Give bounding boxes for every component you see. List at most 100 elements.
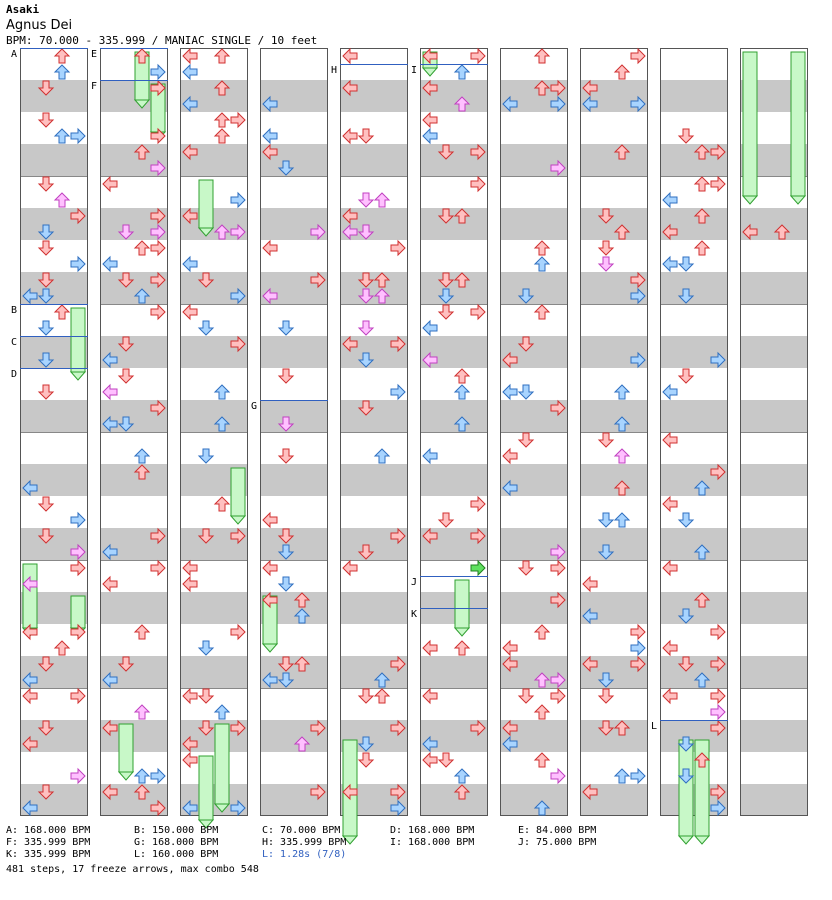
step-arrow <box>53 48 71 64</box>
chart-column <box>420 48 488 816</box>
step-arrow <box>133 784 151 800</box>
step-arrow <box>597 720 615 736</box>
step-arrow <box>230 223 246 241</box>
step-arrow <box>613 224 631 240</box>
step-arrow <box>693 672 711 688</box>
chart-column <box>580 48 648 816</box>
step-arrow <box>277 448 295 464</box>
step-arrow <box>70 543 86 561</box>
step-arrow <box>693 752 711 768</box>
step-arrow <box>70 623 86 641</box>
step-arrow <box>357 544 375 560</box>
step-arrow <box>533 240 551 256</box>
step-arrow <box>710 463 726 481</box>
step-arrow <box>37 496 55 512</box>
step-arrow <box>422 127 438 145</box>
step-arrow <box>53 192 71 208</box>
step-arrow <box>533 256 551 272</box>
step-arrow <box>437 272 455 288</box>
freeze-arrow <box>22 563 38 629</box>
step-arrow <box>342 207 358 225</box>
step-arrow <box>133 464 151 480</box>
step-arrow <box>357 400 375 416</box>
step-arrow <box>22 479 38 497</box>
step-arrow <box>133 240 151 256</box>
step-arrow <box>22 687 38 705</box>
step-arrow <box>133 704 151 720</box>
step-arrow <box>182 63 198 81</box>
freeze-arrow <box>214 723 230 805</box>
step-arrow <box>37 384 55 400</box>
step-arrow <box>37 224 55 240</box>
bpm-legend-item: A: 168.000 BPM <box>6 825 91 836</box>
step-arrow <box>70 255 86 273</box>
step-arrow <box>390 799 406 817</box>
step-arrow <box>277 528 295 544</box>
step-arrow <box>662 639 678 657</box>
chart-column <box>500 48 568 816</box>
step-arrow <box>37 528 55 544</box>
step-arrow <box>662 255 678 273</box>
step-arrow <box>453 416 471 432</box>
step-arrow <box>662 223 678 241</box>
step-arrow <box>422 751 438 769</box>
step-arrow <box>630 287 646 305</box>
freeze-arrow-tail <box>229 515 247 525</box>
step-arrow <box>102 175 118 193</box>
bpm-marker-label: E <box>91 49 97 60</box>
step-arrow <box>342 335 358 353</box>
step-arrow <box>517 384 535 400</box>
bpm-legend-item: J: 75.000 BPM <box>518 837 597 848</box>
chart-column <box>260 48 328 816</box>
step-arrow <box>262 559 278 577</box>
step-arrow <box>710 687 726 705</box>
step-arrow <box>37 272 55 288</box>
step-arrow <box>502 735 518 753</box>
step-arrow <box>582 655 598 673</box>
step-arrow <box>390 527 406 545</box>
step-arrow <box>70 127 86 145</box>
step-arrow <box>517 688 535 704</box>
step-arrow <box>150 207 166 225</box>
step-arrow <box>533 752 551 768</box>
step-arrow <box>357 192 375 208</box>
step-arrow <box>373 688 391 704</box>
song-title: Agnus Dei <box>6 18 73 33</box>
step-arrow <box>150 79 166 97</box>
song-artist: Asaki <box>6 3 40 16</box>
step-arrow <box>150 399 166 417</box>
freeze-arrow <box>198 179 214 229</box>
step-arrow <box>693 144 711 160</box>
step-arrow <box>310 271 326 289</box>
step-arrow <box>230 527 246 545</box>
step-arrow <box>37 240 55 256</box>
step-arrow <box>550 671 566 689</box>
freeze-arrow-tail <box>453 627 471 637</box>
step-arrow <box>453 768 471 784</box>
step-arrow <box>37 784 55 800</box>
step-arrow <box>37 720 55 736</box>
freeze-arrow <box>70 307 86 373</box>
bpm-legend-item: E: 84.000 BPM <box>518 825 597 836</box>
step-arrow <box>182 559 198 577</box>
step-arrow <box>630 271 646 289</box>
step-arrow <box>533 800 551 816</box>
step-arrow <box>102 671 118 689</box>
freeze-arrow-tail <box>197 227 215 237</box>
step-arrow <box>550 79 566 97</box>
chart-column <box>660 48 728 816</box>
step-arrow <box>693 176 711 192</box>
step-arrow <box>182 143 198 161</box>
step-arrow <box>390 383 406 401</box>
step-arrow <box>533 624 551 640</box>
step-arrow <box>710 799 726 817</box>
step-arrow <box>710 351 726 369</box>
step-arrow <box>213 112 231 128</box>
step-arrow <box>22 735 38 753</box>
chart-meta: BPM: 70.000 - 335.999 / MANIAC SINGLE / … <box>6 34 318 47</box>
step-arrow <box>502 719 518 737</box>
step-arrow <box>502 479 518 497</box>
bpm-marker-label: C <box>11 337 17 348</box>
step-arrow <box>550 559 566 577</box>
step-arrow <box>133 144 151 160</box>
